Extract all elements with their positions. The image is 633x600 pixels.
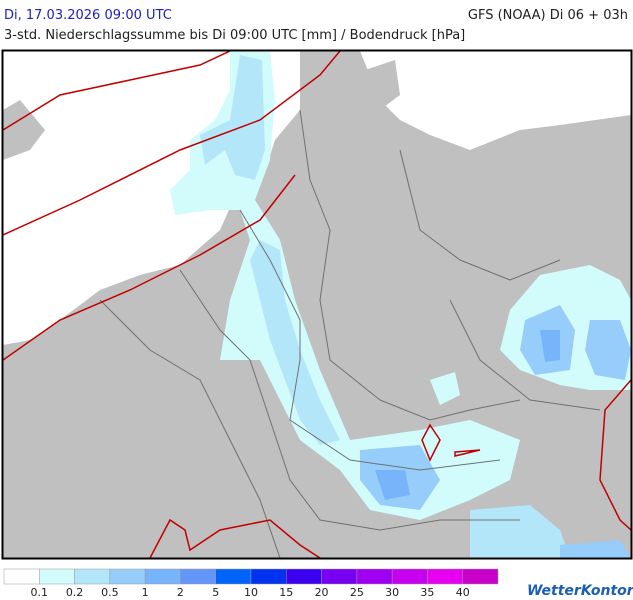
legend-swatch	[250, 568, 287, 585]
legend-label: 2	[177, 586, 184, 599]
legend-swatch	[215, 568, 252, 585]
valid-time: Di, 17.03.2026 09:00 UTC	[4, 8, 172, 23]
legend-label: 1	[142, 586, 149, 599]
legend-label: 25	[350, 586, 364, 599]
legend-swatch	[3, 568, 40, 585]
legend-swatch	[391, 568, 428, 585]
legend-label: 20	[315, 586, 329, 599]
legend-swatch	[462, 568, 499, 585]
logo: WetterKontor	[527, 583, 633, 599]
legend-label: 0.5	[101, 586, 119, 599]
legend-swatch	[427, 568, 463, 585]
legend-swatch	[321, 568, 358, 585]
legend-swatch	[74, 568, 111, 585]
legend-swatch	[109, 568, 146, 585]
model-run: GFS (NOAA) Di 06 + 03h	[468, 8, 628, 23]
subtitle: 3-std. Niederschlagssumme bis Di 09:00 U…	[4, 28, 465, 43]
legend-swatch	[286, 568, 322, 585]
legend-swatch	[39, 568, 75, 585]
legend-label: 10	[244, 586, 258, 599]
legend-label: 0.2	[66, 586, 84, 599]
legend-swatch	[356, 568, 393, 585]
legend-swatch	[180, 568, 216, 585]
map	[1, 49, 633, 560]
legend-swatch	[144, 568, 181, 585]
legend-label: 0.1	[31, 586, 49, 599]
legend-label: 30	[385, 586, 399, 599]
legend-label: 5	[212, 586, 219, 599]
legend-label: 40	[456, 586, 470, 599]
legend: 0.1 0.2 0.5 1 2 5 10 15 20 25 30 35 40	[3, 568, 499, 599]
legend-label: 35	[420, 586, 434, 599]
legend-label: 15	[279, 586, 293, 599]
